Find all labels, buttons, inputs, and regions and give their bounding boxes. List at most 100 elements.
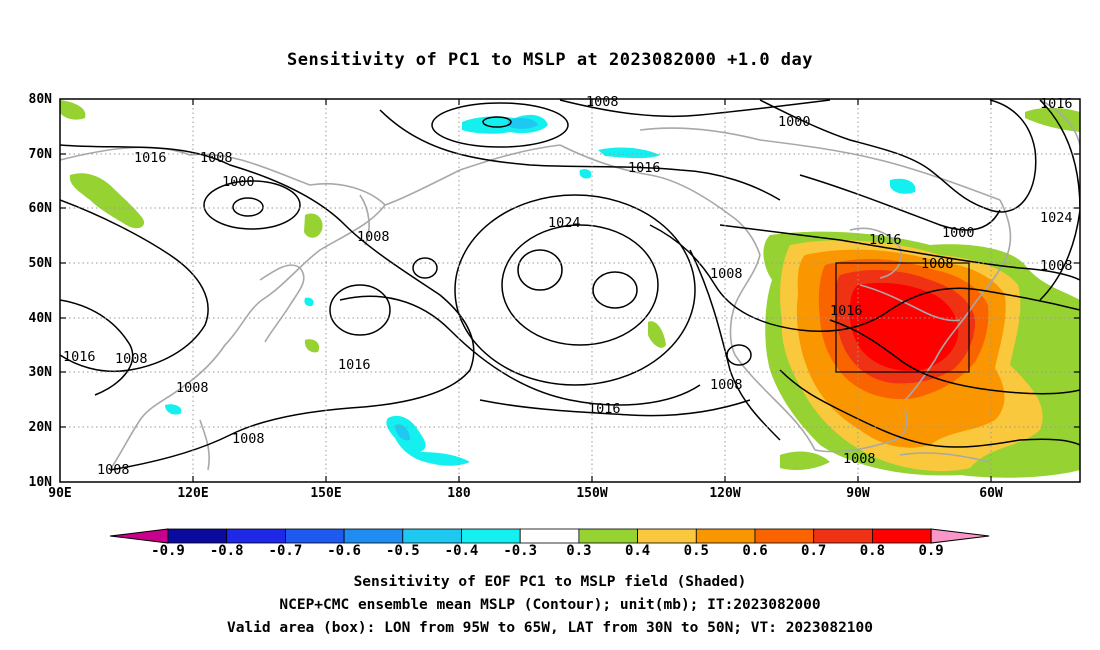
mslp-contours [60,99,1080,471]
colorbar-tick-label: 0.6 [742,543,768,559]
contour-label: 1008 [1040,258,1073,274]
colorbar-tick-label: 0.3 [566,543,592,559]
contour-1016-n [379,109,781,201]
colorbar-segment [695,528,756,544]
contour-small-2 [329,284,391,336]
contour-label: 1016 [869,232,902,248]
contour-1016-mid [479,399,751,417]
contour-label: 1016 [1040,96,1073,112]
lat-label-10n: 10N [28,475,52,490]
caption-line-3: Valid area (box): LON from 95W to 65W, L… [226,620,873,636]
colorbar-tick-label: 0.7 [801,543,827,559]
contour-label: 1008 [586,94,619,110]
contour-1008-w2 [60,299,134,396]
map-frame [59,98,1081,483]
colorbar-segment [461,528,521,544]
contour-small-3 [726,344,752,366]
shade-cyan-6 [579,169,592,179]
lon-label-150e: 150E [310,486,342,501]
shade-green-gom [780,451,830,470]
shade-cyan-pac [386,415,470,466]
colorbar-tick-label: 0.4 [624,543,651,559]
contour-1008-arctic [559,99,831,118]
colorbar-segment [578,528,639,544]
contour-label: 1008 [200,150,233,166]
coast-alaska [559,144,761,256]
tick-marks [60,99,1080,482]
colorbar-tick-label: 0.8 [859,543,886,559]
lon-label-120e: 120E [177,486,209,501]
shade-green-ne [1025,107,1080,132]
contour-label: 1008 [232,431,265,447]
lon-label-180: 180 [447,486,471,501]
colorbar-segment [519,528,580,544]
coast-canada-arctic [639,127,1001,201]
colorbar-tick-label: -0.8 [209,543,244,559]
caption-line-1: Sensitivity of EOF PC1 to MSLP field (Sh… [353,574,747,590]
colorbar-tick-label: -0.7 [268,543,303,559]
coast-philippines [199,419,210,471]
contour-1016-atl [829,319,1080,395]
contour-1000-lab [799,174,1001,231]
colorbar-tick-label: -0.6 [327,543,361,559]
colorbar-segment [754,528,815,544]
coast-caribbean [899,452,991,463]
colorbar-arrow-left [109,528,169,544]
contour-label: 1016 [338,357,371,373]
contour-1008-gulf [779,369,1080,448]
contour-label: 1008 [843,451,876,467]
contour-low-siberia-inner [232,197,264,217]
lon-label-150w: 150W [576,486,608,501]
lon-label-90w: 90W [846,486,870,501]
contour-label: 1024 [548,215,581,231]
coast-kamchatka [359,194,370,246]
lat-label-60n: 60N [28,201,52,216]
colorbar-tick-label: -0.9 [151,543,185,559]
contour-label: 1016 [134,150,167,166]
lat-label-20n: 20N [28,420,52,435]
contour-high-arctic-inner [482,116,512,128]
shade-cyan-4 [165,404,182,415]
contour-label: 1008 [115,351,148,367]
colorbar-segment [226,528,286,544]
colorbar [109,528,990,544]
contour-high-arctic [431,102,569,148]
contour-1008-na [649,224,1080,333]
colorbar-segment [813,528,873,544]
colorbar-tick-label: -0.5 [385,543,420,559]
coast-korea-japan [259,264,305,343]
lat-label-40n: 40N [28,311,52,326]
contour-high-npac-4 [592,271,638,309]
contour-label: 1008 [921,256,954,272]
shade-green-w5 [304,339,320,353]
shade-green-w3 [304,213,323,238]
shade-green-w4 [648,321,666,348]
shade-green-w2 [60,100,86,120]
colorbar-tick-label: -0.4 [444,543,479,559]
shade-cyan-5 [304,297,314,307]
colorbar-segment [402,528,462,544]
map-title: Sensitivity of PC1 to MSLP at 2023082000… [286,50,813,70]
contour-1016-pac [339,295,701,406]
contour-label: 1008 [710,266,743,282]
coast-gulf [814,409,908,453]
contour-1008-sw [689,249,781,441]
coast-greenland [1039,99,1080,146]
shade-blue-pac [395,424,410,441]
valid-area-box [835,262,970,373]
contour-high-npac-3 [517,249,563,291]
contour-label-group: 1008 1016 1008 1000 1008 1016 1008 1008 … [63,94,1073,478]
lat-label-80n: 80N [28,92,52,107]
colorbar-segment [637,528,697,544]
colorbar-segment [343,528,404,544]
colorbar-arrow-right [930,528,990,544]
contour-label: 1016 [830,303,863,319]
colorbar-tick-label: 0.9 [918,543,944,559]
contour-label: 1008 [176,380,209,396]
shade-cyan-2 [598,147,660,159]
lon-label-60w: 60W [979,486,1003,501]
contour-label: 1016 [63,349,96,365]
colorbar-tick-label: 0.5 [683,543,709,559]
contour-small-1 [412,257,438,279]
